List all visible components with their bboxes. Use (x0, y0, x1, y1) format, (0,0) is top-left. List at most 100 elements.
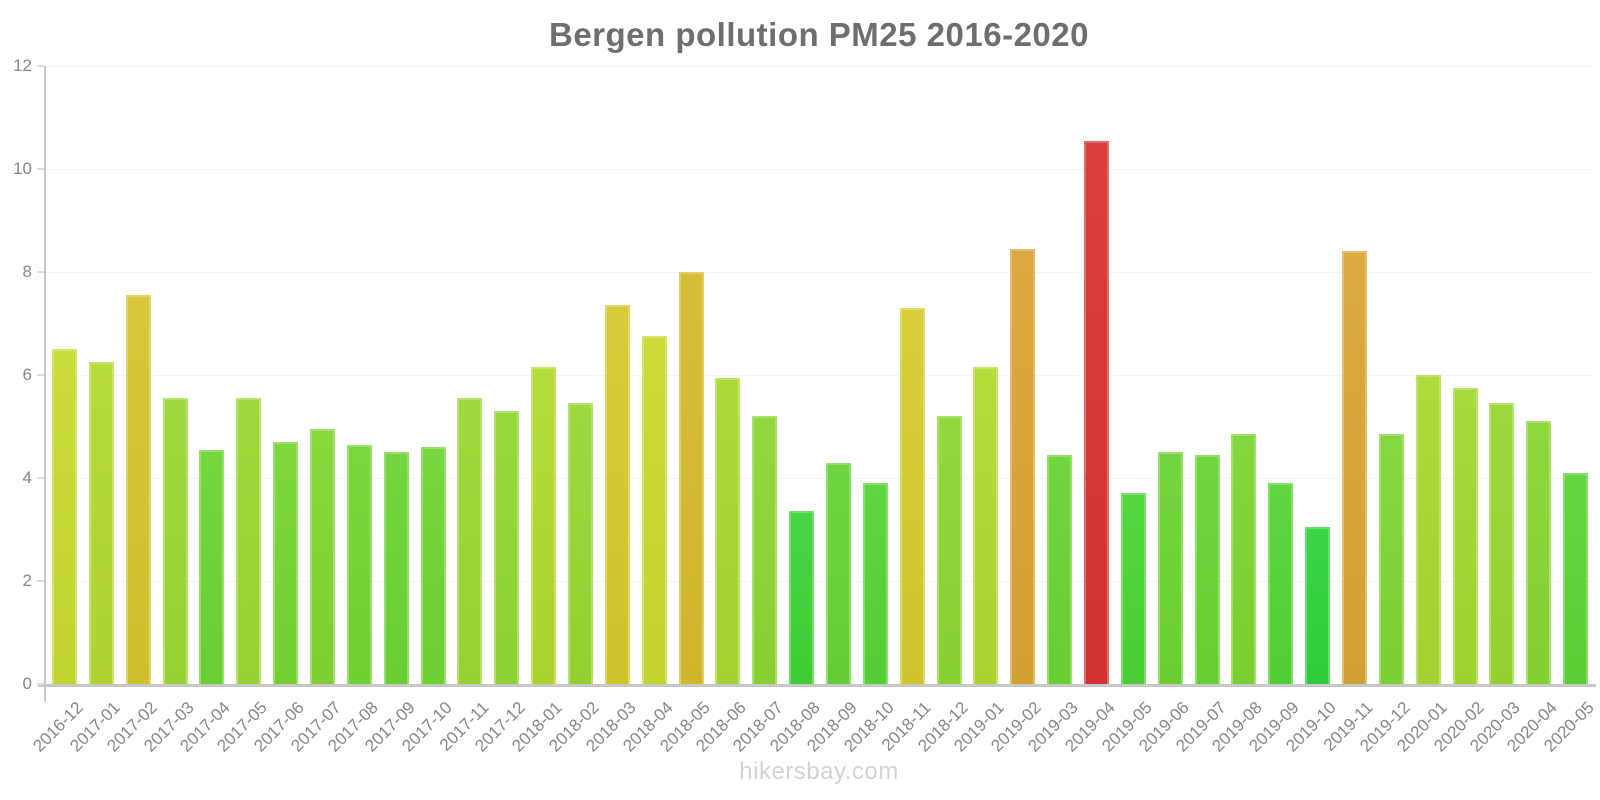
gridline-y-4 (46, 478, 1594, 480)
bar-2019-11[interactable] (1342, 251, 1367, 684)
bar-2017-09[interactable] (383, 452, 409, 684)
plot-area (37, 65, 1594, 685)
bar-slot (1410, 66, 1447, 684)
bar-2017-12[interactable] (494, 411, 520, 684)
bar-slot (1115, 66, 1152, 684)
bar-slot (230, 66, 267, 684)
gridline-y-2 (46, 581, 1594, 583)
bar-2017-06[interactable] (273, 441, 299, 684)
bar-2018-04[interactable] (641, 336, 667, 684)
bar-2018-01[interactable] (531, 367, 557, 684)
bar-2020-03[interactable] (1489, 403, 1515, 684)
y-tick-label-10: 10 (13, 159, 32, 178)
watermark: hikersbay.com (739, 758, 899, 785)
bar-2019-06[interactable] (1157, 452, 1183, 684)
bar-2018-07[interactable] (752, 416, 778, 684)
bar-2019-02[interactable] (1010, 248, 1036, 684)
y-tick-mark (37, 477, 44, 480)
bars-container (46, 66, 1594, 684)
bar-2017-04[interactable] (199, 449, 225, 684)
y-tick-mark (37, 683, 44, 685)
bar-2018-12[interactable] (936, 416, 962, 684)
bar-slot (341, 66, 378, 684)
bar-slot (562, 66, 599, 684)
gridline-y-8 (46, 272, 1594, 274)
bar-slot (857, 66, 894, 684)
bar-slot (1373, 66, 1410, 684)
gridline-y-6 (46, 375, 1594, 376)
bar-2019-09[interactable] (1268, 483, 1294, 684)
bar-slot (820, 66, 857, 684)
bar-slot (525, 66, 562, 684)
y-axis-tick-labels: 0 2 4 6 8 10 12 (0, 56, 38, 693)
bar-2019-04[interactable] (1083, 140, 1109, 684)
y-tick-mark (37, 168, 44, 170)
bar-2017-02[interactable] (125, 295, 151, 684)
bar-slot (1078, 66, 1115, 684)
y-tick-label-12: 12 (13, 56, 32, 75)
bar-slot (673, 66, 710, 684)
bar-slot (1004, 66, 1041, 684)
bar-2017-05[interactable] (236, 398, 262, 684)
y-tick-label-2: 2 (22, 571, 32, 590)
bar-slot (46, 66, 83, 684)
bar-2017-03[interactable] (162, 398, 188, 684)
bar-slot (488, 66, 525, 684)
bar-2018-02[interactable] (567, 403, 593, 684)
bar-2017-11[interactable] (457, 398, 483, 684)
bar-slot (894, 66, 931, 684)
bar-2018-09[interactable] (825, 462, 851, 684)
bar-slot (746, 66, 783, 684)
gridline-y-10 (46, 169, 1594, 170)
bar-slot (1226, 66, 1263, 684)
bar-slot (157, 66, 194, 684)
bar-2016-12[interactable] (51, 349, 77, 684)
bar-slot (599, 66, 636, 684)
bar-slot (1447, 66, 1484, 684)
bar-slot (415, 66, 452, 684)
bar-2020-02[interactable] (1452, 387, 1478, 684)
bar-slot (193, 66, 230, 684)
x-axis-line (38, 684, 1596, 687)
bar-2019-05[interactable] (1120, 493, 1146, 684)
bar-2019-12[interactable] (1378, 434, 1404, 684)
bar-2017-08[interactable] (346, 444, 372, 684)
bar-slot (267, 66, 304, 684)
bar-slot (83, 66, 120, 684)
bar-slot (1557, 66, 1594, 684)
bar-2017-01[interactable] (88, 362, 114, 684)
bar-2017-07[interactable] (309, 429, 335, 684)
gridline-y-12 (46, 66, 1594, 67)
y-tick-label-8: 8 (22, 262, 32, 281)
bar-2020-01[interactable] (1415, 375, 1441, 684)
bar-2018-06[interactable] (715, 377, 741, 684)
bar-2019-01[interactable] (973, 367, 999, 684)
bar-slot (709, 66, 746, 684)
bar-2018-05[interactable] (678, 272, 704, 684)
bar-slot (120, 66, 157, 684)
bar-slot (1262, 66, 1299, 684)
bar-2018-11[interactable] (899, 308, 925, 684)
bar-slot (783, 66, 820, 684)
bar-2020-04[interactable] (1526, 421, 1552, 684)
chart-title: Bergen pollution PM25 2016-2020 (548, 16, 1089, 53)
bar-slot (1152, 66, 1189, 684)
bar-2019-10[interactable] (1305, 526, 1331, 684)
bar-slot (1189, 66, 1226, 684)
y-tick-label-4: 4 (22, 468, 32, 487)
bar-slot (1520, 66, 1557, 684)
bar-slot (378, 66, 415, 684)
bar-2017-10[interactable] (420, 447, 446, 684)
bar-slot (931, 66, 968, 684)
bar-2018-03[interactable] (604, 305, 630, 684)
bar-2019-03[interactable] (1047, 454, 1073, 684)
bar-slot (1336, 66, 1373, 684)
bar-2020-05[interactable] (1563, 472, 1589, 684)
y-tick-mark (37, 580, 44, 583)
bar-2018-10[interactable] (862, 483, 888, 684)
bar-2019-08[interactable] (1231, 434, 1257, 684)
y-tick-mark (37, 65, 44, 67)
y-axis-line (44, 66, 46, 702)
bar-2019-07[interactable] (1194, 454, 1220, 684)
bar-2018-08[interactable] (789, 511, 815, 684)
